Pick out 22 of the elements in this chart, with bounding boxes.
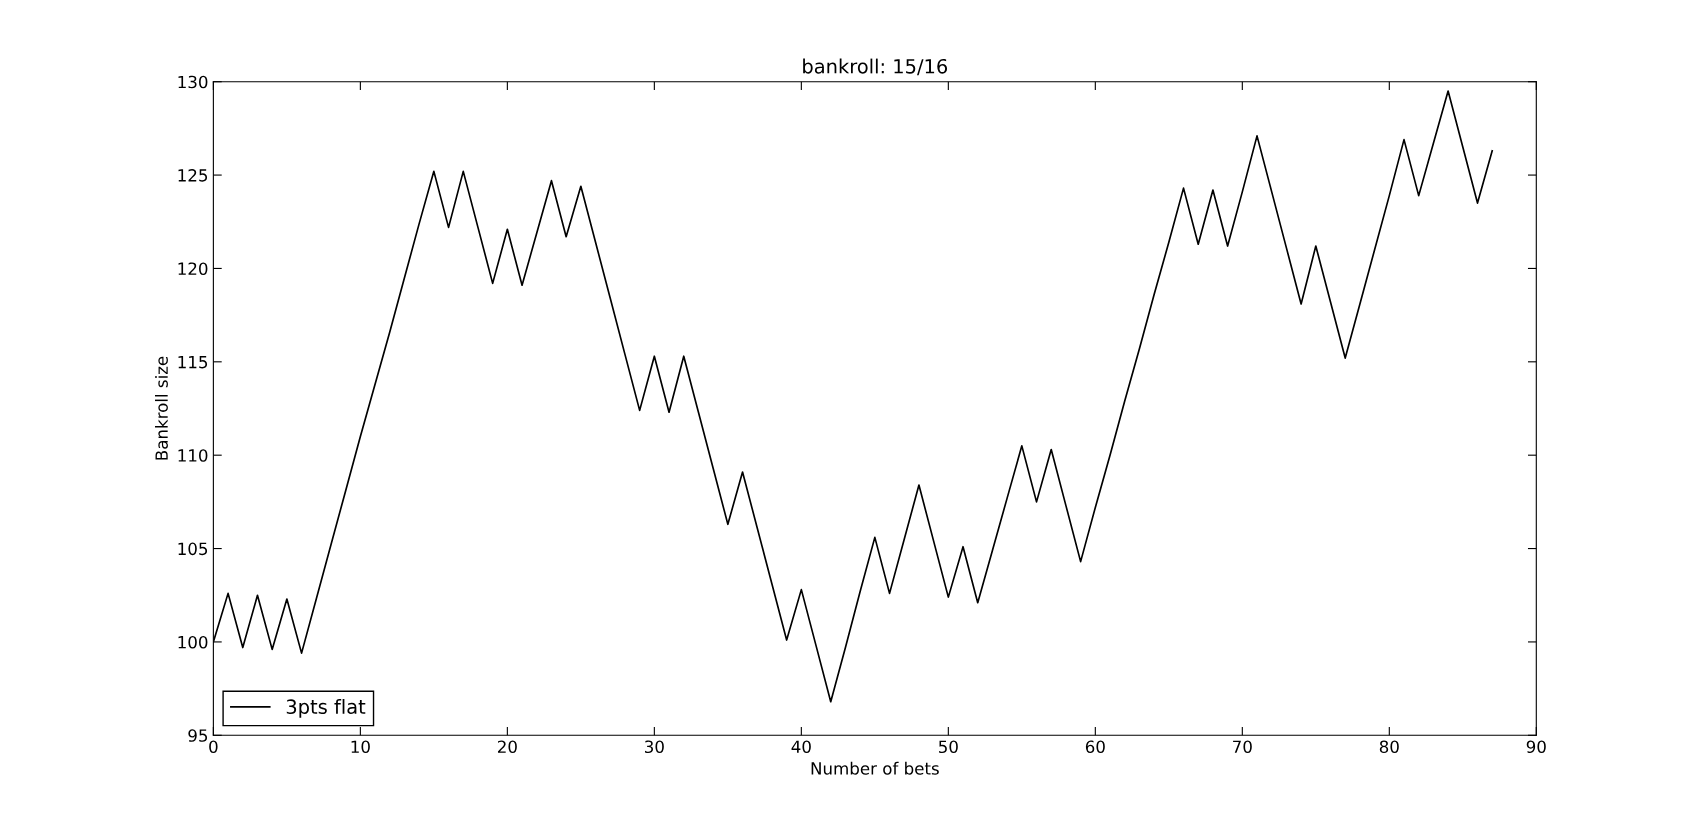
y-tick-label: 95 (188, 729, 208, 742)
y-tick-label: 100 (178, 635, 208, 649)
x-tick-label: 70 (1233, 740, 1252, 754)
y-tick-label: 110 (178, 449, 208, 462)
y-axis-title: Bankroll size (155, 356, 168, 460)
y-tick-label: 125 (178, 169, 208, 182)
x-tick-label: 30 (645, 740, 664, 754)
x-tick-label: 60 (1085, 740, 1105, 754)
y-tick-label: 115 (178, 356, 208, 369)
x-tick-label: 0 (209, 740, 218, 754)
x-tick-label: 20 (497, 740, 517, 754)
x-axis-title: Number of bets (811, 761, 939, 775)
y-tick-label: 130 (178, 75, 208, 89)
x-tick-label: 40 (791, 740, 811, 754)
x-tick-label: 80 (1379, 740, 1399, 754)
chart-title: bankroll: 15/16 (803, 58, 948, 76)
y-tick-label: 105 (178, 542, 208, 556)
x-tick-label: 10 (351, 740, 370, 754)
x-tick-label: 90 (1526, 740, 1546, 754)
legend-label: 3pts flat (286, 698, 366, 718)
x-tick-label: 50 (939, 740, 958, 754)
y-tick-label: 120 (178, 262, 208, 276)
